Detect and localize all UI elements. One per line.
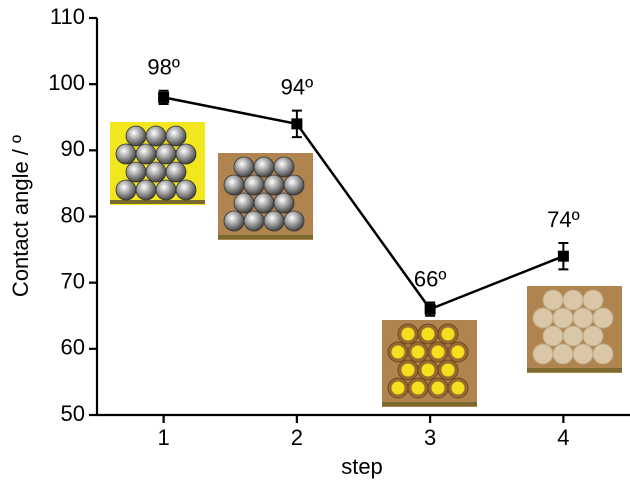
inset-core	[412, 346, 425, 359]
inset-sphere	[156, 144, 176, 164]
inset-sphere	[284, 175, 304, 195]
inset-core	[402, 364, 415, 377]
inset-core	[422, 328, 435, 341]
data-point	[425, 304, 436, 315]
y-tick-label: 60	[61, 335, 85, 360]
data-point	[158, 92, 169, 103]
inset-sphere	[166, 126, 186, 146]
data-label: 94º	[281, 74, 314, 99]
inset-core	[442, 328, 455, 341]
inset-substrate	[110, 200, 205, 204]
x-tick-label: 3	[424, 425, 436, 450]
inset-sphere	[156, 180, 176, 200]
x-tick-label: 1	[158, 425, 170, 450]
inset-sphere	[224, 211, 244, 231]
inset-sphere	[234, 157, 254, 177]
inset-disc	[543, 326, 563, 346]
inset-disc	[533, 344, 553, 364]
data-label: 74º	[547, 207, 580, 232]
inset-disc	[563, 326, 583, 346]
inset-sphere	[136, 144, 156, 164]
inset-substrate	[527, 368, 622, 372]
inset-illustration	[110, 122, 205, 205]
data-point	[558, 251, 569, 262]
inset-sphere	[176, 144, 196, 164]
inset-illustration	[527, 286, 622, 373]
inset-substrate	[218, 235, 313, 239]
inset-sphere	[284, 211, 304, 231]
inset-sphere	[234, 193, 254, 213]
data-label: 66º	[414, 266, 447, 291]
inset-disc	[593, 308, 613, 328]
inset-sphere	[254, 157, 274, 177]
y-tick-label: 100	[48, 70, 85, 95]
inset-core	[392, 382, 405, 395]
inset-core	[422, 364, 435, 377]
inset-sphere	[126, 126, 146, 146]
y-tick-label: 70	[61, 268, 85, 293]
x-tick-label: 2	[291, 425, 303, 450]
inset-sphere	[274, 157, 294, 177]
inset-sphere	[176, 180, 196, 200]
inset-core	[432, 382, 445, 395]
inset-sphere	[166, 162, 186, 182]
inset-disc	[583, 326, 603, 346]
inset-core	[452, 382, 465, 395]
inset-disc	[573, 344, 593, 364]
inset-disc	[583, 290, 603, 310]
inset-substrate	[382, 402, 477, 406]
inset-disc	[553, 344, 573, 364]
x-axis-label: step	[341, 454, 383, 479]
inset-sphere	[244, 175, 264, 195]
data-point	[291, 118, 302, 129]
inset-sphere	[274, 193, 294, 213]
inset-sphere	[146, 126, 166, 146]
y-tick-label: 90	[61, 136, 85, 161]
inset-sphere	[224, 175, 244, 195]
y-tick-label: 50	[61, 401, 85, 426]
chart: Contact angle / º step 50 60 70 80 90 100 110 1…	[0, 0, 630, 482]
inset-sphere	[126, 162, 146, 182]
inset-illustration	[218, 153, 313, 240]
page: {"chart_data": {"type": "line", "x_label…	[0, 0, 630, 482]
inset-sphere	[146, 162, 166, 182]
y-axis-label: Contact angle / º	[8, 135, 33, 297]
inset-core	[402, 328, 415, 341]
inset-sphere	[264, 175, 284, 195]
data-label: 98º	[147, 55, 180, 80]
inset-disc	[573, 308, 593, 328]
inset-core	[412, 382, 425, 395]
inset-core	[452, 346, 465, 359]
inset-sphere	[254, 193, 274, 213]
inset-sphere	[136, 180, 156, 200]
inset-disc	[533, 308, 553, 328]
inset-disc	[553, 308, 573, 328]
inset-sphere	[116, 180, 136, 200]
inset-core	[442, 364, 455, 377]
x-tick-label: 4	[557, 425, 569, 450]
inset-core	[392, 346, 405, 359]
inset-sphere	[116, 144, 136, 164]
inset-sphere	[244, 211, 264, 231]
inset-illustration	[382, 320, 477, 407]
inset-disc	[543, 290, 563, 310]
inset-disc	[563, 290, 583, 310]
y-tick-label: 110	[50, 4, 85, 29]
inset-core	[432, 346, 445, 359]
inset-disc	[593, 344, 613, 364]
y-tick-label: 80	[61, 202, 85, 227]
inset-sphere	[264, 211, 284, 231]
